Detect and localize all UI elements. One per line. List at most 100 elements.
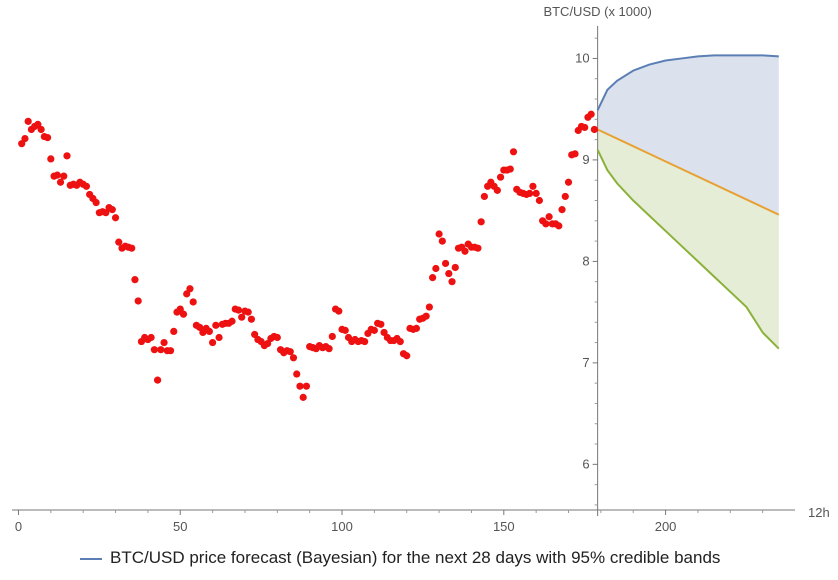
- lower-band-line: [596, 149, 780, 350]
- price-point: [111, 214, 120, 222]
- legend: BTC/USD price forecast (Bayesian) for th…: [0, 544, 838, 572]
- price-point: [587, 110, 595, 118]
- price-point: [493, 186, 501, 194]
- price-point: [273, 333, 281, 342]
- price-point: [532, 189, 540, 198]
- x-tick-label: 200: [655, 519, 677, 534]
- legend-label-forecast: BTC/USD price forecast (Bayesian) for th…: [110, 548, 721, 567]
- price-point: [561, 192, 569, 201]
- price-point: [438, 237, 446, 245]
- price-point: [429, 274, 437, 282]
- legend-swatch-forecast: [80, 558, 102, 560]
- price-point: [209, 338, 217, 347]
- price-point: [228, 317, 236, 325]
- price-point: [186, 285, 194, 293]
- upper-band-line: [596, 54, 779, 111]
- price-point: [53, 171, 61, 179]
- price-point: [147, 333, 155, 342]
- price-point: [286, 348, 294, 356]
- price-point: [558, 206, 566, 214]
- price-point: [131, 276, 139, 284]
- price-point: [150, 346, 158, 354]
- price-point: [432, 264, 440, 273]
- price-point: [545, 213, 553, 221]
- y-tick-label: 6: [582, 456, 589, 471]
- price-point: [377, 320, 385, 328]
- price-point: [370, 326, 378, 334]
- price-point: [56, 178, 65, 186]
- price-point: [529, 182, 537, 190]
- mean-forecast-line: [597, 128, 780, 216]
- price-point: [480, 192, 488, 201]
- price-point: [341, 326, 349, 334]
- price-point: [564, 178, 573, 186]
- x-tick-label: 100: [331, 519, 353, 534]
- price-point: [328, 332, 336, 341]
- price-point: [474, 244, 482, 252]
- price-point: [47, 155, 55, 163]
- price-point: [238, 313, 246, 321]
- price-point: [461, 247, 469, 255]
- y-tick-label: 9: [582, 152, 589, 167]
- price-point: [506, 165, 514, 173]
- price-point: [215, 333, 223, 342]
- price-point: [293, 370, 301, 378]
- price-point: [43, 133, 52, 142]
- price-point: [205, 327, 213, 336]
- x-tick-label: 50: [173, 519, 187, 534]
- upper-credible-band: [597, 55, 779, 215]
- price-point: [37, 125, 45, 134]
- price-point: [299, 393, 307, 401]
- price-point: [153, 376, 162, 384]
- x-axis-title: 12h: [808, 505, 830, 520]
- price-point: [435, 230, 443, 238]
- price-point: [477, 218, 485, 226]
- price-point: [60, 172, 68, 180]
- price-point: [571, 150, 579, 158]
- price-point: [92, 198, 100, 207]
- price-point: [160, 338, 168, 347]
- price-point: [166, 347, 175, 355]
- price-point: [179, 310, 188, 318]
- price-point: [425, 303, 433, 311]
- price-point: [335, 307, 343, 315]
- price-point: [542, 220, 550, 228]
- price-point: [128, 244, 136, 252]
- price-point: [170, 327, 178, 336]
- price-point: [451, 263, 459, 272]
- price-point: [441, 259, 450, 268]
- price-point: [247, 315, 256, 323]
- y-axis-title: BTC/USD (x 1000): [543, 4, 651, 19]
- price-point: [134, 297, 142, 305]
- x-tick-label: 0: [15, 519, 22, 534]
- price-point: [445, 269, 453, 278]
- price-point: [448, 278, 456, 286]
- price-point: [234, 306, 243, 314]
- price-point: [581, 123, 589, 132]
- price-point: [244, 308, 252, 316]
- price-point: [157, 346, 165, 354]
- price-point: [289, 354, 298, 362]
- y-tick-label: 8: [582, 253, 589, 268]
- price-point: [496, 173, 505, 181]
- price-point: [325, 345, 333, 353]
- price-point: [526, 189, 534, 198]
- price-point: [108, 206, 116, 214]
- price-point: [509, 148, 518, 156]
- y-tick-label: 10: [575, 50, 589, 65]
- price-point: [21, 135, 29, 143]
- price-point: [302, 382, 311, 390]
- price-point: [82, 182, 91, 190]
- price-point: [555, 222, 563, 230]
- price-point: [212, 321, 220, 329]
- price-point: [396, 337, 404, 346]
- price-point: [590, 125, 598, 134]
- price-point: [296, 382, 304, 390]
- price-point: [189, 298, 197, 306]
- price-point: [361, 337, 369, 346]
- price-point: [24, 117, 32, 125]
- price-point: [115, 238, 123, 246]
- price-point: [535, 196, 543, 205]
- price-point: [403, 352, 411, 360]
